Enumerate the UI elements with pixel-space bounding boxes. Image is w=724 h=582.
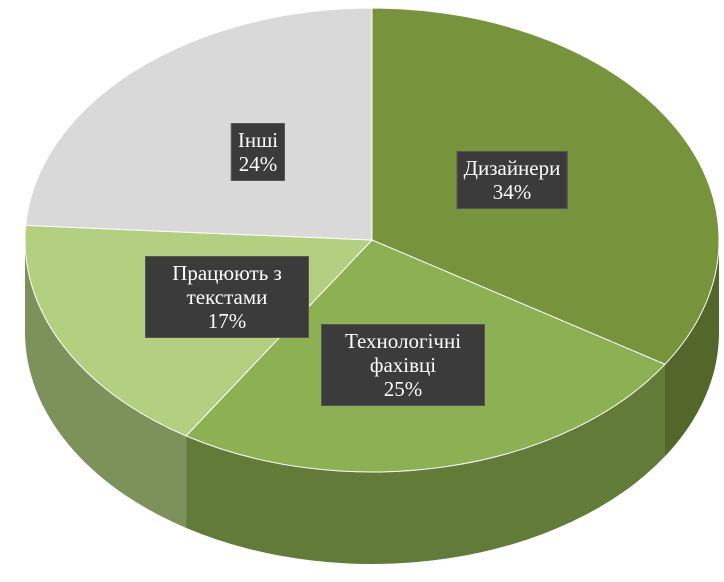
pie-side [664,240,719,457]
value-label: 24% [238,152,278,176]
value-label: 34% [492,180,532,204]
category-label: Працюють з текстами [172,261,282,309]
data-label: Інші 24% [230,123,286,181]
category-label: Дизайнери [463,156,561,180]
data-label: Дизайнери 34% [456,151,568,209]
category-label: Технологічні фахівці [344,329,462,377]
pie-side [24,240,187,528]
value-label: 25% [383,377,423,401]
pie-side [186,364,665,564]
data-label: Працюють з текстами 17% [145,256,309,338]
category-label: Інші [237,128,279,152]
value-label: 17% [207,309,247,333]
data-label: Технологічні фахівці 25% [321,324,485,406]
pie-slice [25,7,373,241]
